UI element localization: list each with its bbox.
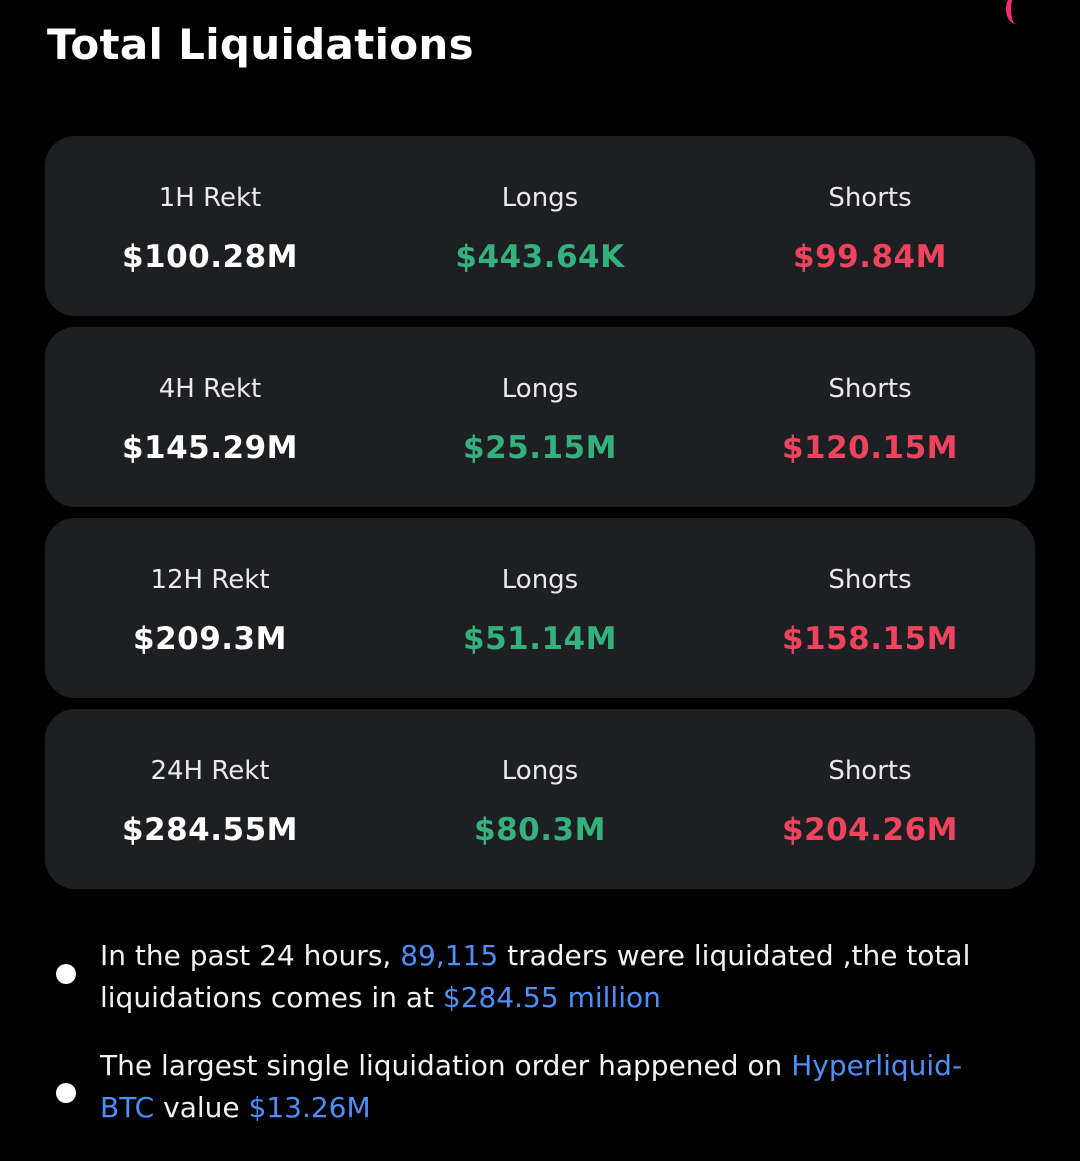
period-label: 12H Rekt bbox=[150, 565, 270, 595]
page-title: Total Liquidations bbox=[47, 20, 474, 69]
longs-value: $51.14M bbox=[463, 621, 617, 657]
total-value: $100.28M bbox=[121, 239, 299, 275]
shorts-column: Shorts $99.84M bbox=[705, 136, 1035, 316]
note-text: value bbox=[154, 1091, 249, 1124]
longs-column: Longs $80.3M bbox=[375, 709, 705, 889]
liquidation-card-1h[interactable]: 1H Rekt $100.28M Longs $443.64K Shorts $… bbox=[45, 136, 1035, 316]
note-text: The largest single liquidation order hap… bbox=[100, 1049, 792, 1082]
total-value: $284.55M bbox=[121, 812, 299, 848]
total-value: $209.3M bbox=[133, 621, 287, 657]
summary-note-largest-order: The largest single liquidation order hap… bbox=[55, 1045, 1015, 1129]
longs-label: Longs bbox=[501, 183, 579, 213]
shorts-value: $120.15M bbox=[781, 430, 959, 466]
shorts-label: Shorts bbox=[828, 374, 912, 404]
order-amount-link[interactable]: $13.26M bbox=[248, 1091, 371, 1124]
total-amount-link[interactable]: $284.55 million bbox=[442, 981, 661, 1014]
total-column: 12H Rekt $209.3M bbox=[45, 518, 375, 698]
note-text: traders were liquidated ,the total liqui… bbox=[100, 939, 971, 1014]
total-column: 1H Rekt $100.28M bbox=[45, 136, 375, 316]
period-label: 4H Rekt bbox=[158, 374, 262, 404]
liquidation-card-24h[interactable]: 24H Rekt $284.55M Longs $80.3M Shorts $2… bbox=[45, 709, 1035, 889]
total-column: 4H Rekt $145.29M bbox=[45, 327, 375, 507]
pair-link[interactable]: Hyperliquid-BTC bbox=[100, 1049, 963, 1124]
longs-label: Longs bbox=[501, 374, 579, 404]
longs-label: Longs bbox=[501, 756, 579, 786]
longs-value: $443.64K bbox=[455, 239, 625, 275]
longs-column: Longs $443.64K bbox=[375, 136, 705, 316]
bullet-dot bbox=[56, 964, 76, 984]
shorts-column: Shorts $204.26M bbox=[705, 709, 1035, 889]
note-text: In the past 24 hours, bbox=[100, 939, 401, 972]
shorts-column: Shorts $158.15M bbox=[705, 518, 1035, 698]
shorts-label: Shorts bbox=[828, 183, 912, 213]
period-label: 1H Rekt bbox=[158, 183, 262, 213]
bullet-dot bbox=[56, 1083, 76, 1103]
longs-column: Longs $51.14M bbox=[375, 518, 705, 698]
summary-notes: In the past 24 hours, 89,115 traders wer… bbox=[55, 935, 1015, 1155]
period-label: 24H Rekt bbox=[150, 756, 270, 786]
traders-count-link[interactable]: 89,115 bbox=[400, 939, 499, 972]
longs-label: Longs bbox=[501, 565, 579, 595]
shorts-value: $204.26M bbox=[781, 812, 959, 848]
shorts-column: Shorts $120.15M bbox=[705, 327, 1035, 507]
longs-value: $25.15M bbox=[463, 430, 617, 466]
liquidation-card-4h[interactable]: 4H Rekt $145.29M Longs $25.15M Shorts $1… bbox=[45, 327, 1035, 507]
total-column: 24H Rekt $284.55M bbox=[45, 709, 375, 889]
liquidation-card-12h[interactable]: 12H Rekt $209.3M Longs $51.14M Shorts $1… bbox=[45, 518, 1035, 698]
longs-value: $80.3M bbox=[474, 812, 606, 848]
summary-note-traders: In the past 24 hours, 89,115 traders wer… bbox=[55, 935, 1015, 1019]
shorts-label: Shorts bbox=[828, 756, 912, 786]
liquidation-cards: 1H Rekt $100.28M Longs $443.64K Shorts $… bbox=[45, 136, 1035, 900]
shorts-value: $99.84M bbox=[793, 239, 947, 275]
shorts-value: $158.15M bbox=[781, 621, 959, 657]
corner-accent-mark bbox=[1006, 0, 1026, 24]
longs-column: Longs $25.15M bbox=[375, 327, 705, 507]
total-value: $145.29M bbox=[121, 430, 299, 466]
shorts-label: Shorts bbox=[828, 565, 912, 595]
